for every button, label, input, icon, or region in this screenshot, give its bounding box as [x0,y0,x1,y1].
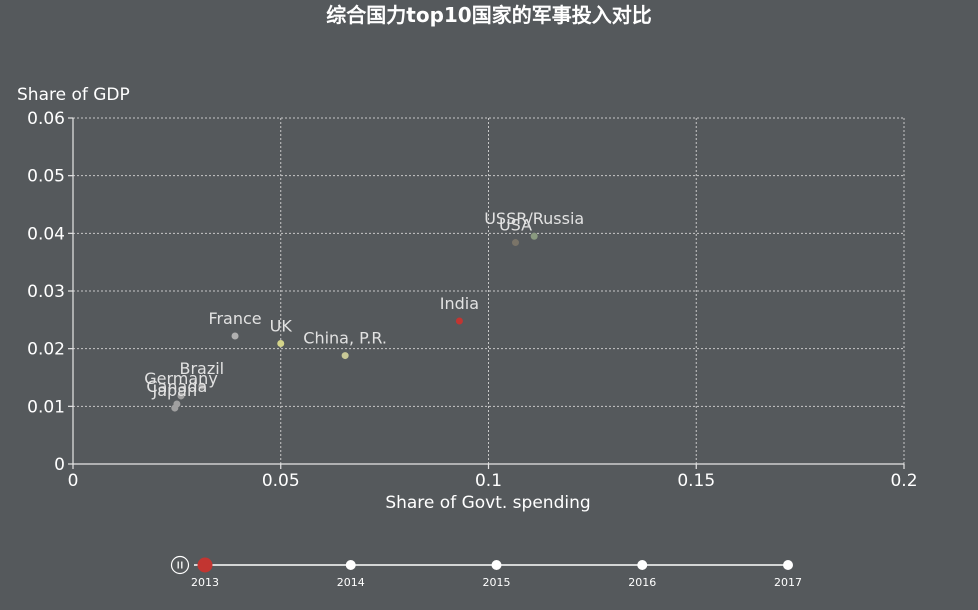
y-tick-label: 0.05 [27,167,65,187]
data-point-label: Japan [151,381,197,400]
timeline-year-label: 2015 [483,576,511,589]
timeline-year-label: 2013 [191,576,219,589]
timeline-point[interactable] [637,560,648,570]
data-point-label: Germany [144,369,218,388]
data-point [455,317,463,325]
x-tick-label: 0.05 [262,471,300,491]
y-tick-label: 0.02 [27,340,65,360]
timeline-point[interactable] [197,557,213,573]
chart-title: 综合国力top10国家的军事投入对比 [326,3,651,27]
data-point [231,332,239,340]
data-point-label: USA [499,216,532,235]
timeline-year-label: 2016 [628,576,656,589]
pause-button-ring [170,555,190,575]
y-tick-label: 0.03 [27,282,65,302]
timeline-year-label: 2017 [774,576,802,589]
y-tick-label: 0.04 [27,224,65,244]
data-point-label: Canada [146,377,207,396]
data-point-label: India [440,294,479,313]
y-tick-label: 0 [54,455,65,475]
x-axis-title: Share of Govt. spending [385,493,590,513]
data-point-label: USSR/Russia [484,209,584,228]
data-point-label: China, P.R. [303,329,387,348]
axes: 0 0.05 0.1 0.15 0.2 0 0.01 0.02 0.03 0.04 0.05 0.06 [27,109,917,491]
timeline-year-label: 2014 [337,576,365,589]
y-tick-label: 0.01 [27,397,65,417]
data-point [341,352,349,360]
data-point [530,232,538,240]
timeline-point[interactable] [783,560,793,570]
timeline[interactable]: 2013 2014 2015 2016 2017 [170,555,803,590]
grid [73,117,905,464]
x-tick-label: 0.2 [890,471,917,491]
data-point-label: France [208,309,261,328]
y-axis-title: Share of GDP [17,85,130,105]
data-point-label: Brazil [179,359,224,378]
y-tick-label: 0.06 [27,109,65,129]
data-point [177,392,185,400]
data-point [277,339,285,347]
data-point [198,382,206,390]
x-tick-label: 0.15 [677,471,715,491]
x-tick-label: 0 [68,471,79,491]
x-tick-label: 0.1 [475,471,502,491]
data-point [512,239,520,247]
data-point-label: UK [270,316,293,335]
timeline-point[interactable] [345,560,356,570]
pause-icon[interactable] [170,555,190,575]
data-point [171,404,179,412]
timeline-point[interactable] [491,560,502,570]
